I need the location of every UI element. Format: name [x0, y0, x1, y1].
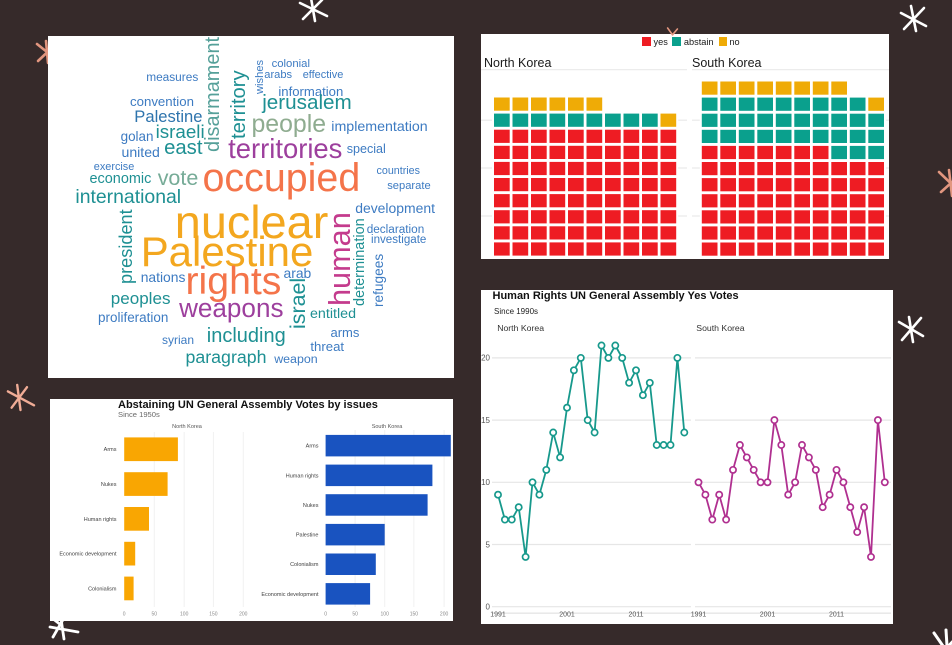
svg-text:0: 0: [486, 602, 491, 611]
svg-text:Human rights: Human rights: [286, 473, 319, 479]
svg-text:50: 50: [152, 612, 158, 618]
svg-text:20: 20: [481, 353, 490, 362]
svg-text:200: 200: [239, 612, 248, 618]
svg-text:2001: 2001: [760, 611, 776, 618]
svg-text:Human rights: Human rights: [84, 517, 117, 523]
svg-text:Nukes: Nukes: [101, 482, 117, 488]
svg-text:South Korea: South Korea: [372, 424, 404, 430]
svg-text:10: 10: [481, 478, 490, 487]
svg-text:100: 100: [180, 612, 189, 618]
svg-text:2011: 2011: [829, 611, 844, 618]
svg-text:Colonialism: Colonialism: [88, 587, 117, 593]
svg-text:0: 0: [324, 612, 327, 618]
svg-text:Nukes: Nukes: [303, 503, 319, 509]
svg-text:150: 150: [410, 612, 419, 618]
svg-text:North Korea: North Korea: [172, 424, 203, 430]
svg-text:50: 50: [352, 612, 358, 618]
svg-text:1991: 1991: [490, 611, 506, 618]
svg-text:Colonialism: Colonialism: [290, 562, 319, 568]
svg-text:1991: 1991: [691, 611, 707, 618]
svg-text:5: 5: [486, 540, 491, 549]
svg-text:Economic development: Economic development: [261, 592, 319, 598]
svg-text:15: 15: [481, 415, 490, 424]
svg-text:Arms: Arms: [306, 444, 319, 450]
svg-text:150: 150: [209, 612, 218, 618]
svg-text:Palestine: Palestine: [296, 533, 319, 539]
svg-text:2011: 2011: [628, 611, 643, 618]
svg-text:100: 100: [381, 612, 390, 618]
svg-text:200: 200: [440, 612, 449, 618]
svg-text:2001: 2001: [559, 611, 575, 618]
svg-text:Arms: Arms: [104, 447, 117, 453]
svg-text:0: 0: [123, 612, 126, 618]
svg-text:Economic development: Economic development: [59, 552, 117, 558]
